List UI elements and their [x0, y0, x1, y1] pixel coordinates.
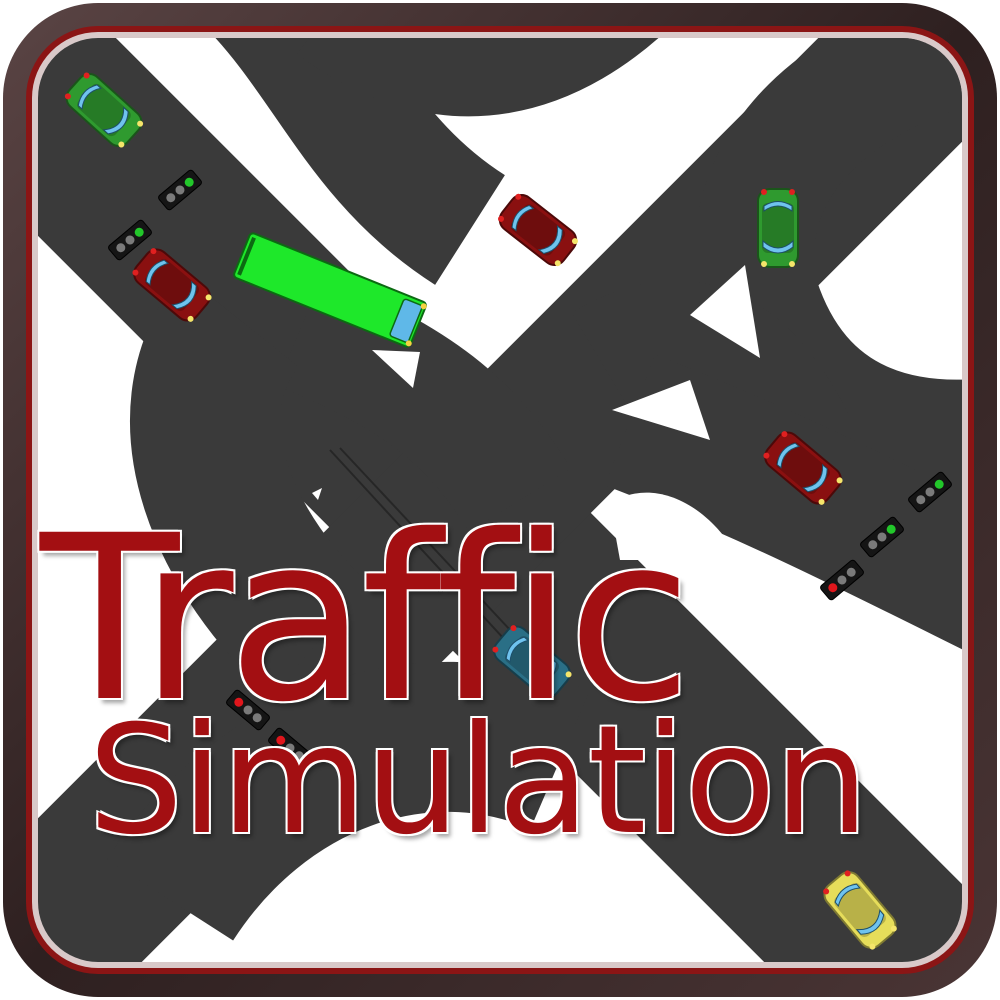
road-top-left-arc — [203, 38, 507, 285]
island-top — [530, 110, 665, 215]
island-right — [690, 265, 760, 358]
green-car — [757, 188, 799, 268]
traffic-light-green — [158, 169, 202, 211]
road-left-curve — [130, 273, 371, 697]
road-center-ramp — [276, 274, 571, 533]
green-bus — [233, 232, 427, 348]
traffic-light-red — [820, 559, 864, 601]
traffic-light-red — [268, 727, 312, 769]
traffic-light-green — [108, 219, 152, 261]
traffic-light-red — [226, 689, 270, 731]
traffic-light-green — [860, 516, 904, 558]
road-right-loop — [694, 38, 962, 500]
traffic-lights — [108, 169, 952, 769]
red-car — [763, 431, 843, 505]
road-islands — [312, 110, 760, 560]
skid-marks — [329, 447, 513, 641]
title-traffic: Traffic — [39, 486, 693, 752]
island-bottom-right — [610, 492, 740, 560]
island-mid-right — [612, 380, 710, 440]
vehicles — [64, 72, 897, 950]
road-top-right-arc — [297, 38, 679, 117]
road-bottom-arc — [106, 661, 590, 942]
island-small — [312, 488, 322, 500]
island-center — [372, 350, 420, 388]
yellow-car — [823, 870, 897, 950]
blue-car — [492, 625, 572, 699]
red-car — [498, 193, 578, 267]
green-car — [64, 72, 144, 148]
red-car — [132, 248, 212, 322]
title-simulation: Simulation — [87, 694, 870, 868]
traffic-light-green — [908, 471, 952, 513]
